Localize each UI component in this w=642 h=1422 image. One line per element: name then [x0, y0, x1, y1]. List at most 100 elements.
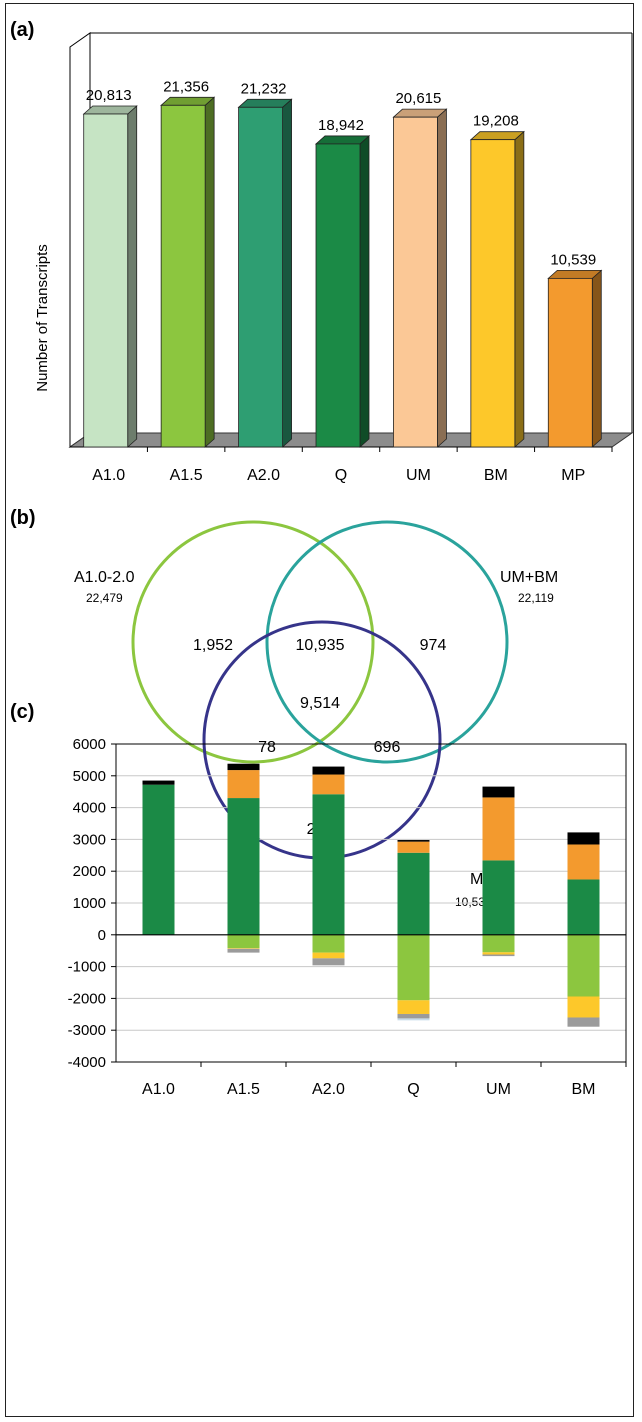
bar-a-side-BM — [514, 130, 525, 448]
venn-region-um-mp: 696 — [374, 739, 401, 756]
chart-a-xtick-label: A2.0 — [247, 467, 280, 484]
chart-a-xtick-label: Q — [335, 467, 347, 484]
bar-c-segment-positive — [227, 763, 260, 771]
bar-c-segment-positive — [312, 794, 345, 935]
chart-c-ytick-label: 0 — [98, 927, 106, 944]
bar-a-top-BM — [469, 131, 525, 141]
bar-a-value-label: 21,356 — [163, 78, 209, 95]
venn-set-umbm-total: 22,119 — [518, 591, 554, 605]
bar-a-top-MP — [547, 269, 603, 279]
venn-region-um-only: 974 — [420, 637, 447, 654]
bar-c-segment-positive — [142, 780, 175, 785]
bar-c-segment-negative — [397, 934, 430, 1001]
bar-c-segment-negative — [567, 996, 600, 1018]
chart-a-xtick-label: A1.5 — [170, 467, 203, 484]
bar-c-segment-negative — [482, 954, 515, 957]
chart-a-xtick-label: A1.0 — [92, 467, 125, 484]
bar-a-BM: 19,208 — [469, 113, 525, 448]
panel-label-a: (a) — [10, 19, 34, 41]
bar-a-front-Q — [315, 143, 361, 448]
bar-a-side-A1.0 — [127, 105, 138, 448]
bar-c-segment-negative — [482, 952, 515, 955]
bar-c-segment-positive — [312, 774, 345, 795]
bar-a-front-A2.0 — [238, 106, 283, 448]
bar-a-top-Q — [314, 135, 371, 145]
chart-c-xtick-label: BM — [572, 1081, 596, 1098]
bar-a-top-A1.5 — [160, 96, 216, 106]
bar-a-top-A1.0 — [82, 105, 138, 115]
bar-c-UM — [482, 786, 515, 957]
bar-c-segment-positive — [312, 766, 345, 775]
venn-set-a-total: 22,479 — [86, 591, 123, 605]
chart-c-xtick-label: A1.0 — [142, 1081, 175, 1098]
bar-c-segment-positive — [567, 879, 600, 935]
bar-c-segment-negative — [227, 948, 260, 953]
bar-a-front-BM — [470, 139, 516, 448]
chart-c-xtick-label: UM — [486, 1081, 511, 1098]
bar-c-segment-negative — [312, 952, 345, 959]
chart-c-ytick-label: -1000 — [68, 959, 106, 976]
chart-c-ytick-label: 3000 — [73, 831, 106, 848]
bar-a-A1.5: 21,356 — [160, 78, 216, 448]
bar-c-segment-positive — [227, 798, 260, 935]
chart-c-xtick-label: A2.0 — [312, 1081, 345, 1098]
chart-c-ytick-label: 1000 — [73, 895, 106, 912]
panel-a-bar-chart: Number of Transcripts 20,813 A1.0 21,356 A1… — [34, 32, 634, 484]
venn-circle-a — [131, 520, 375, 764]
bar-a-A2.0: 21,232 — [237, 80, 293, 448]
bar-a-value-label: 10,539 — [550, 251, 596, 268]
venn-set-umbm-name: UM+BM — [500, 569, 558, 586]
bar-c-segment-positive — [397, 852, 430, 935]
bar-c-segment-negative — [312, 958, 345, 966]
chart-c-ytick-label: 5000 — [73, 768, 106, 785]
chart-c-ytick-label: -4000 — [68, 1054, 106, 1071]
bar-a-front-A1.0 — [83, 113, 129, 448]
bar-a-value-label: 21,232 — [241, 80, 287, 97]
bar-c-segment-positive — [142, 784, 175, 935]
bar-a-MP: 10,539 — [547, 251, 603, 448]
bar-a-side-A1.5 — [204, 96, 215, 448]
chart-c-xtick-label: A1.5 — [227, 1081, 260, 1098]
bar-c-segment-positive — [397, 841, 430, 853]
bar-a-value-label: 18,942 — [318, 117, 364, 134]
bar-a-side-A2.0 — [282, 98, 292, 448]
bar-c-segment-negative — [397, 1018, 430, 1021]
panel-c-stacked-bar-chart: 6000 5000 4000 3000 2000 1000 0 -1000 -2000 -3000… — [68, 736, 627, 1098]
bar-a-Q: 18,942 — [314, 117, 371, 448]
bar-a-top-A2.0 — [237, 98, 293, 108]
bar-c-A2.0 — [312, 766, 345, 966]
chart-a-xtick-label: BM — [484, 467, 508, 484]
bar-c-segment-negative — [567, 1017, 600, 1027]
panel-label-c: (c) — [10, 701, 34, 723]
venn-region-a-mp: 78 — [258, 739, 276, 756]
chart-c-ytick-label: 6000 — [73, 736, 106, 753]
chart-c-xtick-label: Q — [407, 1081, 419, 1098]
bar-a-value-label: 19,208 — [473, 113, 519, 130]
chart-a-xtick-label: MP — [561, 467, 585, 484]
bar-c-segment-negative — [312, 934, 345, 953]
chart-c-ytick-label: 4000 — [73, 800, 106, 817]
venn-circle-umbm — [265, 520, 509, 764]
bar-a-side-Q — [359, 135, 370, 448]
venn-region-all: 9,514 — [300, 695, 340, 712]
bar-a-UM: 20,615 — [392, 90, 448, 448]
venn-region-a-um: 10,935 — [296, 637, 345, 654]
bar-c-segment-negative — [397, 1013, 430, 1019]
bar-c-segment-positive — [227, 770, 260, 799]
bar-a-value-label: 20,615 — [395, 90, 441, 107]
chart-a-ylabel: Number of Transcripts — [34, 244, 51, 392]
bar-a-value-label: 20,813 — [86, 87, 132, 104]
bar-c-segment-negative — [227, 948, 260, 949]
chart-a-xtick-label: UM — [406, 467, 431, 484]
bar-a-front-UM — [393, 116, 438, 448]
bar-c-segment-positive — [482, 860, 515, 935]
bar-c-segment-negative — [567, 934, 600, 997]
bar-c-segment-positive — [567, 844, 600, 880]
bar-c-segment-positive — [567, 832, 600, 845]
bar-a-side-MP — [591, 269, 602, 448]
bar-a-A1.0: 20,813 — [82, 87, 138, 448]
bar-a-front-A1.5 — [160, 104, 206, 448]
bar-c-segment-negative — [397, 1000, 430, 1014]
